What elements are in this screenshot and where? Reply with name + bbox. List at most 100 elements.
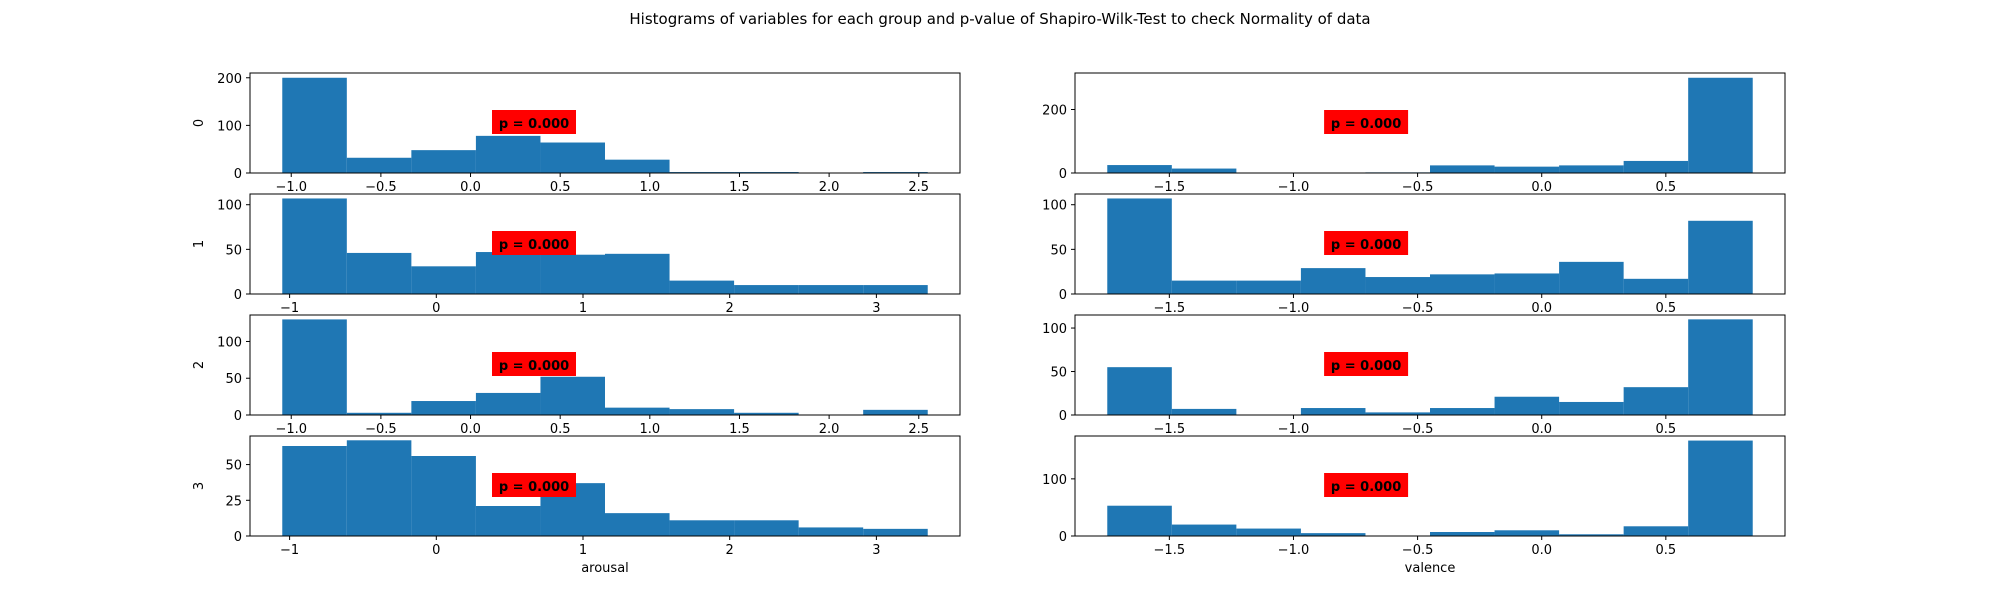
y-tick-label: 0 <box>1059 530 1067 545</box>
histogram-bar <box>1300 408 1366 415</box>
x-tick-label: −1 <box>280 543 299 558</box>
histogram-bar <box>1171 524 1237 536</box>
x-tick-label: 0.5 <box>1655 543 1676 558</box>
x-axis-label: valence <box>1405 561 1456 576</box>
subplot-group-3-valence: −1.5 −1.0 −0.5 0.0 0.5 0 100 valence p = 0.000 <box>1042 435 1786 576</box>
x-tick-label: 1 <box>579 301 587 316</box>
x-tick-label: −1.5 <box>1154 543 1186 558</box>
histogram-bar <box>734 412 799 415</box>
subplot-group-0-arousal: −1.0 −0.5 0.0 0.5 1.0 1.5 2.0 2.5 0 100 200 0 p = 0.… <box>192 72 961 195</box>
histogram-bar <box>475 506 541 536</box>
x-tick-label: 0.0 <box>1531 422 1552 437</box>
y-axis-label: 3 <box>192 482 207 490</box>
histogram-bar <box>346 252 412 294</box>
histogram-bar <box>540 254 605 294</box>
y-tick-label: 50 <box>225 243 242 258</box>
axes-frame <box>1074 193 1786 295</box>
histogram-bar <box>734 285 799 294</box>
histogram-bar <box>669 520 735 536</box>
histogram-bar <box>1430 408 1495 415</box>
x-tick-label: −1.0 <box>275 422 307 437</box>
x-tick-label: 1.0 <box>639 422 660 437</box>
histogram-bar <box>605 407 670 415</box>
histogram-bar <box>346 412 412 415</box>
subplot-group-0-valence: −1.5 −1.0 −0.5 0.0 0.5 0 200 p = 0.000 <box>1042 72 1786 195</box>
histogram-bar <box>411 266 476 294</box>
y-tick-label: 200 <box>1042 104 1067 119</box>
histogram-bar <box>1171 408 1237 415</box>
x-tick-label: 0.0 <box>1531 543 1552 558</box>
pvalue-annotation: p = 0.000 <box>1331 359 1401 374</box>
axes-frame <box>249 435 961 537</box>
subplot-group-1-arousal: −1 0 1 2 3 0 50 100 1 p = 0.000 <box>192 193 961 316</box>
histogram-bar <box>411 401 476 415</box>
x-tick-label: −0.5 <box>1402 543 1434 558</box>
x-tick-label: −1.5 <box>1154 301 1186 316</box>
pvalue-annotation: p = 0.000 <box>1331 238 1401 253</box>
y-tick-label: 100 <box>217 335 242 350</box>
histogram-bar <box>1494 273 1560 294</box>
histogram-bar <box>1236 280 1301 294</box>
x-tick-label: −0.5 <box>365 422 397 437</box>
pvalue-box <box>492 473 576 497</box>
histogram-bar <box>1171 168 1237 173</box>
x-tick-label: −1.5 <box>1154 180 1186 195</box>
y-tick-label: 100 <box>1042 322 1067 337</box>
histogram-bar <box>1430 274 1495 294</box>
x-tick-label: 0.0 <box>460 422 481 437</box>
axes-frame <box>1074 72 1786 174</box>
histogram-bar <box>1430 165 1495 173</box>
y-tick-label: 50 <box>225 459 242 474</box>
x-tick-label: −1.0 <box>1278 543 1310 558</box>
x-tick-label: 0 <box>432 543 440 558</box>
x-tick-label: −0.5 <box>365 180 397 195</box>
histogram-bar <box>1171 280 1237 294</box>
histogram-bar <box>346 440 412 536</box>
x-tick-label: −1.0 <box>1278 180 1310 195</box>
pvalue-annotation: p = 0.000 <box>499 238 569 253</box>
histogram-bar <box>1688 319 1753 415</box>
pvalue-box <box>492 352 576 376</box>
y-tick-label: 50 <box>1050 366 1067 381</box>
histogram-bar <box>1107 367 1172 415</box>
axes-frame <box>1074 435 1786 537</box>
x-tick-label: −1.5 <box>1154 422 1186 437</box>
axes-frame <box>249 193 961 295</box>
histogram-bar <box>1494 396 1560 415</box>
histogram-bar <box>1430 532 1495 536</box>
histogram-bar <box>863 409 928 415</box>
x-tick-label: 2.5 <box>908 422 929 437</box>
histogram-bar <box>411 456 476 536</box>
subplot-group-3-arousal: −1 0 1 2 3 0 25 50 3 arousal p = 0.000 <box>192 435 961 576</box>
x-tick-label: 0.5 <box>550 180 571 195</box>
histogram-bar <box>1559 534 1624 536</box>
pvalue-box <box>1324 352 1409 376</box>
x-axis-label: arousal <box>581 561 629 576</box>
histogram-bar <box>1623 526 1689 536</box>
pvalue-box <box>1324 231 1409 255</box>
histogram-bar <box>1623 278 1689 294</box>
x-tick-label: −1.0 <box>1278 301 1310 316</box>
histogram-bar <box>1623 160 1689 173</box>
x-tick-label: 0.5 <box>550 422 571 437</box>
y-tick-label: 25 <box>225 494 242 509</box>
histogram-bar <box>1688 77 1753 173</box>
histogram-bar <box>1559 261 1624 294</box>
x-tick-label: 0.5 <box>1655 301 1676 316</box>
x-tick-label: 0.5 <box>1655 180 1676 195</box>
pvalue-box <box>1324 110 1409 134</box>
pvalue-box <box>1324 473 1409 497</box>
histogram-bar <box>1365 277 1430 294</box>
histogram-bar <box>1107 165 1172 173</box>
axes-frame <box>249 314 961 416</box>
histogram-bar <box>346 157 412 173</box>
pvalue-annotation: p = 0.000 <box>499 117 569 132</box>
x-tick-label: −0.5 <box>1402 301 1434 316</box>
pvalue-annotation: p = 0.000 <box>499 359 569 374</box>
x-tick-label: 1.0 <box>639 180 660 195</box>
histogram-bar <box>669 280 735 294</box>
y-tick-label: 0 <box>1059 288 1067 303</box>
histogram-bar <box>282 198 347 294</box>
x-tick-label: 0.0 <box>460 180 481 195</box>
